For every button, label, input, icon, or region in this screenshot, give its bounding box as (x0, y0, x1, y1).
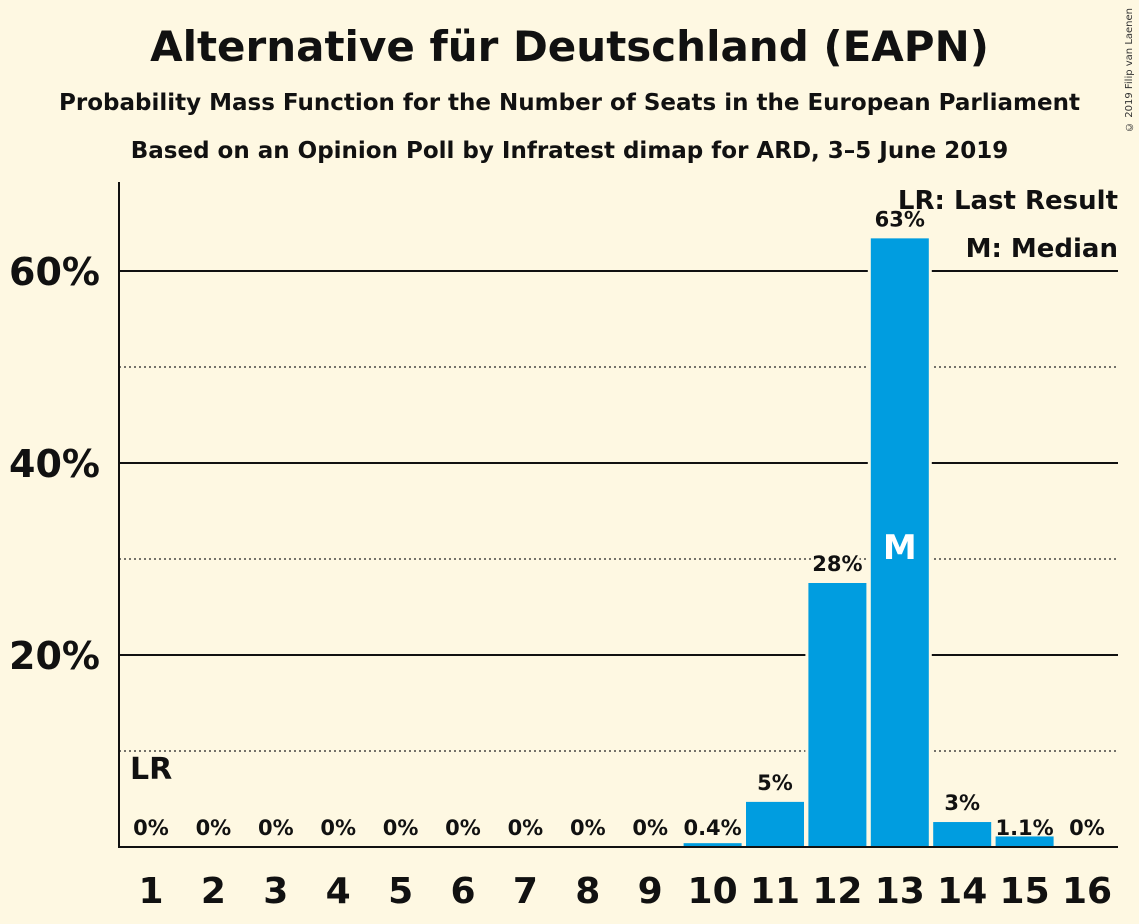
bar-10 (683, 843, 742, 847)
bar-14 (933, 822, 992, 847)
median-marker: M (883, 528, 917, 568)
data-label: 0% (508, 816, 544, 840)
x-tick-label: 2 (201, 871, 226, 912)
data-label: 0% (320, 816, 356, 840)
x-tick-label: 1 (138, 871, 163, 912)
bar-15 (995, 836, 1054, 847)
legend-last-result: LR: Last Result (898, 186, 1118, 216)
x-tick-label: 3 (263, 871, 288, 912)
data-label-bg (877, 206, 922, 233)
x-tick-label: 13 (875, 871, 925, 912)
chart-title: Alternative für Deutschland (EAPN) (150, 22, 989, 71)
chart-subtitle: Probability Mass Function for the Number… (59, 90, 1080, 116)
x-tick-label: 6 (450, 871, 475, 912)
data-label: 0% (258, 816, 294, 840)
y-tick-label: 20% (9, 634, 100, 678)
x-tick-label: 16 (1062, 871, 1112, 912)
legend-median: M: Median (966, 234, 1118, 264)
data-label: 0% (632, 816, 668, 840)
data-label: 28% (812, 552, 862, 576)
data-label: 0% (383, 816, 419, 840)
data-label: 1.1% (995, 816, 1053, 840)
data-label: 0% (570, 816, 606, 840)
data-label: 0% (445, 816, 481, 840)
data-label: 63% (875, 207, 925, 231)
bar-12 (808, 583, 867, 847)
data-label: 0.4% (683, 816, 741, 840)
x-tick-label: 14 (937, 871, 987, 912)
x-tick-label: 4 (326, 871, 351, 912)
x-tick-label: 5 (388, 871, 413, 912)
x-tick-label: 10 (688, 871, 738, 912)
x-tick-label: 7 (513, 871, 538, 912)
data-label: 0% (196, 816, 232, 840)
x-tick-label: 8 (575, 871, 600, 912)
data-label: 5% (757, 771, 793, 795)
data-label: 0% (1069, 816, 1105, 840)
bar-11 (746, 801, 804, 847)
x-tick-label: 12 (812, 871, 862, 912)
x-tick-label: 9 (638, 871, 663, 912)
last-result-marker: LR (130, 752, 172, 787)
bar-13 (870, 238, 929, 848)
data-label: 3% (944, 791, 980, 815)
data-label: 0% (133, 816, 169, 840)
y-tick-label: 60% (9, 250, 100, 294)
x-tick-label: 11 (750, 871, 800, 912)
y-tick-label: 40% (9, 442, 100, 486)
data-label-bg (946, 790, 979, 817)
chart-source: Based on an Opinion Poll by Infratest di… (130, 138, 1009, 164)
data-label-bg (759, 769, 791, 796)
legend-bg (934, 183, 1120, 219)
x-tick-label: 15 (1000, 871, 1050, 912)
data-label-bg (815, 551, 860, 577)
legend-bg (982, 230, 1120, 266)
